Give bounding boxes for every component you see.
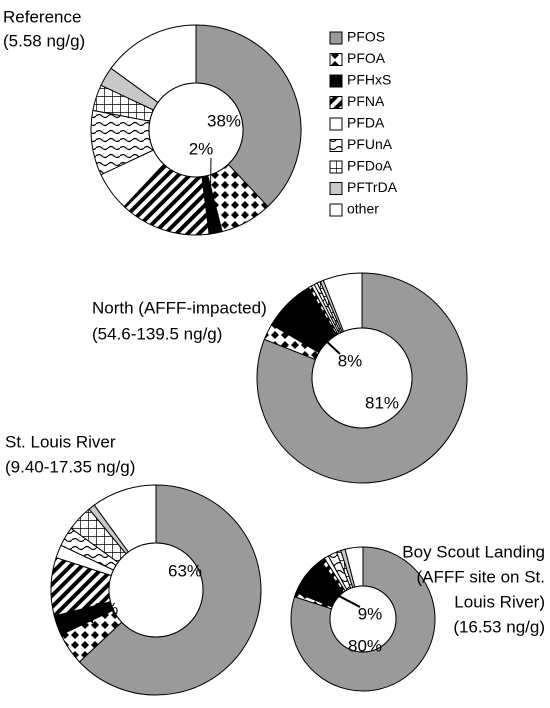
chart-title: (5.58 ng/g) (3, 31, 85, 50)
value-label: 3% (94, 599, 119, 618)
legend-swatch (329, 53, 343, 66)
legend-swatch (329, 139, 343, 152)
chart-title: Louis River) (454, 592, 545, 611)
legend-swatch (329, 31, 343, 45)
legend-label: PFUnA (347, 136, 393, 152)
value-label: 63% (168, 561, 202, 580)
donut-hole (108, 542, 204, 638)
legend-swatch (329, 74, 343, 88)
leader-line (305, 321, 341, 355)
chart-title: (AFFF site on St. (417, 567, 545, 586)
legend-label: PFOA (347, 50, 386, 66)
value-label: 8% (338, 351, 363, 370)
donut-hole (311, 327, 413, 429)
chart-title: Reference (3, 7, 81, 26)
donut-hole (148, 82, 244, 178)
legend-swatch (329, 160, 343, 174)
chart-title: (9.40-17.35 ng/g) (5, 457, 135, 476)
chart-title: St. Louis River (5, 432, 116, 451)
legend-swatch (329, 203, 343, 217)
legend-swatch (329, 96, 343, 109)
leader-line (319, 585, 361, 608)
legend-label: other (347, 201, 379, 217)
legend-swatch (329, 182, 343, 195)
leader-line (82, 611, 97, 624)
leader-line (209, 157, 212, 205)
chart-title: (16.53 ng/g) (453, 617, 545, 636)
value-label: 2% (189, 139, 214, 158)
value-label: 80% (348, 636, 382, 655)
donut-hole (329, 585, 397, 653)
legend-label: PFDA (347, 115, 385, 131)
legend-swatch (329, 117, 343, 131)
chart-title: North (AFFF-impacted) (92, 298, 267, 317)
value-label: 38% (207, 111, 241, 130)
legend-label: PFHxS (347, 72, 391, 88)
chart-title: (54.6-139.5 ng/g) (92, 324, 222, 343)
legend-label: PFDoA (347, 158, 393, 174)
legend-label: PFTrDA (347, 179, 398, 195)
value-label: 81% (365, 393, 399, 412)
legend-label: PFOS (347, 29, 385, 45)
legend-label: PFNA (347, 93, 385, 109)
chart-title: Boy Scout Landing (402, 542, 545, 561)
value-label: 9% (358, 604, 383, 623)
